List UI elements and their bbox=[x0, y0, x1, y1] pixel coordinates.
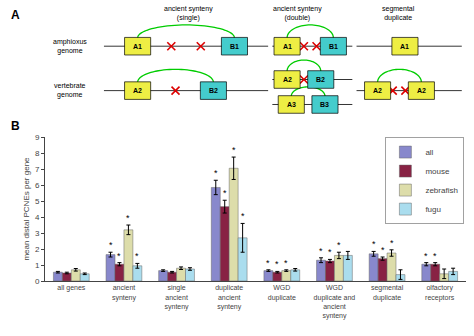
svg-text:A1: A1 bbox=[400, 43, 409, 50]
svg-text:ancientsynteny: ancientsynteny bbox=[112, 284, 137, 301]
svg-text:A2: A2 bbox=[417, 87, 426, 94]
svg-text:9: 9 bbox=[35, 133, 40, 142]
svg-text:*: * bbox=[135, 251, 139, 261]
svg-text:olfactoryreceptors: olfactoryreceptors bbox=[425, 284, 455, 301]
svg-text:zebrafish: zebrafish bbox=[425, 186, 457, 195]
svg-text:A2: A2 bbox=[133, 87, 142, 94]
svg-text:ancient synteny(double): ancient synteny(double) bbox=[273, 5, 322, 22]
svg-text:B2: B2 bbox=[209, 87, 218, 94]
svg-text:*: * bbox=[284, 258, 288, 268]
svg-text:1: 1 bbox=[35, 261, 40, 270]
svg-text:5: 5 bbox=[35, 197, 40, 206]
svg-text:segmentalduplicate: segmentalduplicate bbox=[382, 5, 415, 22]
svg-text:*: * bbox=[319, 246, 323, 256]
svg-text:A1: A1 bbox=[133, 43, 142, 50]
svg-text:A1: A1 bbox=[283, 43, 292, 50]
svg-text:vertebrategenome: vertebrategenome bbox=[54, 82, 86, 99]
svg-text:amphioxusgenome: amphioxusgenome bbox=[53, 38, 87, 55]
svg-text:*: * bbox=[381, 245, 385, 255]
svg-text:2: 2 bbox=[35, 245, 40, 254]
svg-text:WGDduplicate: WGDduplicate bbox=[268, 284, 296, 301]
svg-text:*: * bbox=[126, 213, 130, 223]
svg-text:ancient synteny(single): ancient synteny(single) bbox=[164, 5, 213, 22]
svg-text:*: * bbox=[214, 168, 218, 178]
svg-text:*: * bbox=[433, 251, 437, 261]
svg-text:*: * bbox=[117, 251, 121, 261]
svg-text:A2: A2 bbox=[373, 87, 382, 94]
svg-text:A3: A3 bbox=[287, 101, 296, 108]
svg-text:A2: A2 bbox=[283, 76, 292, 83]
svg-text:4: 4 bbox=[35, 213, 40, 222]
svg-text:mouse: mouse bbox=[425, 167, 450, 176]
svg-text:all genes: all genes bbox=[57, 284, 86, 292]
svg-text:*: * bbox=[232, 145, 236, 155]
svg-text:*: * bbox=[109, 240, 113, 250]
svg-text:0: 0 bbox=[35, 277, 40, 286]
svg-text:3: 3 bbox=[35, 229, 40, 238]
svg-text:B2: B2 bbox=[316, 76, 325, 83]
svg-text:8: 8 bbox=[35, 149, 40, 158]
svg-text:*: * bbox=[266, 258, 270, 268]
svg-text:all: all bbox=[425, 148, 433, 157]
svg-text:*: * bbox=[241, 211, 245, 221]
svg-text:*: * bbox=[337, 240, 341, 250]
svg-text:7: 7 bbox=[35, 165, 40, 174]
svg-text:segmentalduplicate: segmentalduplicate bbox=[371, 284, 404, 301]
svg-text:WGDduplicate andancientsynteny: WGDduplicate andancientsynteny bbox=[314, 284, 356, 319]
svg-text:*: * bbox=[424, 251, 428, 261]
svg-text:duplicateancientsynteny: duplicateancientsynteny bbox=[215, 284, 243, 310]
svg-text:B3: B3 bbox=[320, 101, 329, 108]
svg-text:6: 6 bbox=[35, 181, 40, 190]
svg-text:A: A bbox=[11, 8, 20, 22]
svg-text:B1: B1 bbox=[329, 43, 338, 50]
svg-text:singleancientsynteny: singleancientsynteny bbox=[164, 284, 189, 310]
svg-text:B: B bbox=[11, 119, 20, 133]
svg-text:*: * bbox=[390, 238, 394, 248]
svg-text:B1: B1 bbox=[230, 43, 239, 50]
svg-text:*: * bbox=[275, 259, 279, 269]
svg-text:*: * bbox=[372, 239, 376, 249]
svg-text:mean distal PCNEs per gene: mean distal PCNEs per gene bbox=[22, 157, 31, 261]
svg-text:*: * bbox=[223, 188, 227, 198]
svg-text:fugu: fugu bbox=[425, 205, 441, 214]
svg-text:*: * bbox=[328, 247, 332, 257]
